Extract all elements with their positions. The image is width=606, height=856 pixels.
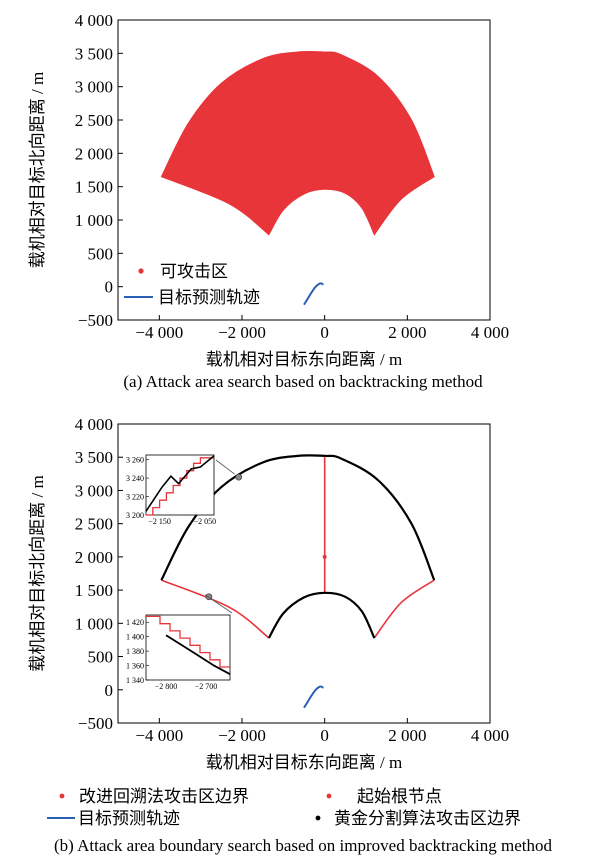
b-xtick-label: 0 — [320, 726, 329, 745]
a-x-axis-label: 载机相对目标东向距离 / m — [206, 350, 402, 369]
lower-inset-ytick-label: 1 340 — [126, 676, 144, 685]
lower-inset-ytick-label: 1 420 — [126, 618, 144, 627]
b-target-track-line — [303, 685, 324, 709]
b-xtick-label: −2 000 — [218, 726, 266, 745]
lower-inset-ytick-label: 1 380 — [126, 647, 144, 656]
b-ytick-label: 4 000 — [75, 415, 113, 434]
upper-inset-ytick-label: 3 240 — [126, 474, 144, 483]
upper-inset-improved-detail — [146, 457, 214, 516]
a-target-track-line — [303, 282, 324, 306]
b-plot-frame — [117, 423, 491, 724]
b-ytick-label: 0 — [105, 681, 114, 700]
b-ytick-label: 2 000 — [75, 548, 113, 567]
panel-a-attack-area-chart: −4 000 −2 000 0 2 000 4 000 −500 0 500 1 000 1 50… — [28, 11, 509, 369]
upper-inset-xtick-label: −2 150 — [148, 517, 171, 526]
b-ytick-label: 1 500 — [75, 581, 113, 600]
a-legend-track-label: 目标预测轨迹 — [158, 288, 260, 307]
b-xtick-label: 2 000 — [388, 726, 426, 745]
a-legend-attack-marker — [138, 268, 144, 274]
a-ytick-label: 1 000 — [75, 211, 113, 230]
b-legend-golden-label: 黄金分割算法攻击区边界 — [334, 809, 521, 828]
b-x-axis-label: 载机相对目标东向距离 / m — [206, 753, 402, 772]
lower-inset-frame — [145, 614, 231, 681]
b-improved-boundary-line — [373, 579, 435, 639]
a-ytick-label: 2 500 — [75, 111, 113, 130]
b-golden-boundary-line — [267, 591, 376, 639]
lower-inset-ytick-label: 1 360 — [126, 662, 144, 671]
b-start-node-point — [322, 554, 327, 559]
b-legend-start-node-label: 起始根节点 — [357, 787, 442, 806]
upper-inset-focus-marker — [235, 473, 243, 481]
upper-inset-golden-detail — [145, 455, 215, 512]
a-ytick-label: 3 500 — [75, 44, 113, 63]
lower-inset-improved-detail — [146, 615, 230, 668]
a-xtick-label: −2 000 — [218, 323, 266, 342]
b-ytick-label: 3 500 — [75, 448, 113, 467]
lower-inset-ytick-label: 1 400 — [126, 633, 144, 642]
b-legend-golden-marker — [315, 815, 321, 821]
caption-a: (a) Attack area search based on backtrac… — [123, 372, 483, 391]
b-improved-boundary-line — [161, 579, 270, 639]
a-ytick-label: 2 000 — [75, 144, 113, 163]
a-xtick-label: −4 000 — [135, 323, 183, 342]
lower-inset-golden-detail — [165, 634, 231, 675]
b-ytick-label: 3 000 — [75, 481, 113, 500]
b-y-axis-label: 载机相对目标北向距离 / m — [28, 475, 47, 671]
a-ytick-label: 4 000 — [75, 11, 113, 30]
b-ytick-label: −500 — [78, 714, 113, 733]
a-attack-area-region — [160, 50, 435, 236]
a-xtick-label: 4 000 — [471, 323, 509, 342]
b-legend-start-node-marker — [326, 793, 332, 799]
b-xtick-label: 4 000 — [471, 726, 509, 745]
a-ytick-label: −500 — [78, 311, 113, 330]
a-ytick-label: 1 500 — [75, 178, 113, 197]
upper-inset-ytick-label: 3 200 — [126, 511, 144, 520]
b-legend-improved-label: 改进回溯法攻击区边界 — [79, 787, 249, 806]
b-ytick-label: 1 000 — [75, 614, 113, 633]
b-legend-track-label: 目标预测轨迹 — [78, 809, 180, 828]
a-legend-attack-label: 可攻击区 — [160, 262, 228, 281]
lower-inset-xtick-label: −2 800 — [155, 682, 178, 691]
lower-inset-xtick-label: −2 700 — [195, 682, 218, 691]
caption-b: (b) Attack area boundary search based on… — [54, 836, 553, 855]
a-ytick-label: 0 — [105, 278, 114, 297]
a-plot-frame — [117, 19, 491, 321]
a-xtick-label: 0 — [320, 323, 329, 342]
b-legend-improved-marker — [59, 793, 65, 799]
panel-b-boundary-chart: −4 000 −2 000 0 2 000 4 000 −500 0 500 1 000 1 50… — [28, 415, 521, 828]
a-xtick-label: 2 000 — [388, 323, 426, 342]
b-xtick-label: −4 000 — [135, 726, 183, 745]
lower-inset-leader-line — [204, 594, 233, 614]
upper-inset-leader-line — [215, 459, 235, 475]
upper-inset-ytick-label: 3 260 — [126, 456, 144, 465]
upper-inset-xtick-label: −2 050 — [194, 517, 217, 526]
a-y-axis-label: 载机相对目标北向距离 / m — [28, 72, 47, 268]
b-ytick-label: 2 500 — [75, 515, 113, 534]
a-ytick-label: 500 — [88, 244, 114, 263]
upper-inset-ytick-label: 3 220 — [126, 493, 144, 502]
a-ytick-label: 3 000 — [75, 78, 113, 97]
b-ytick-label: 500 — [88, 648, 114, 667]
